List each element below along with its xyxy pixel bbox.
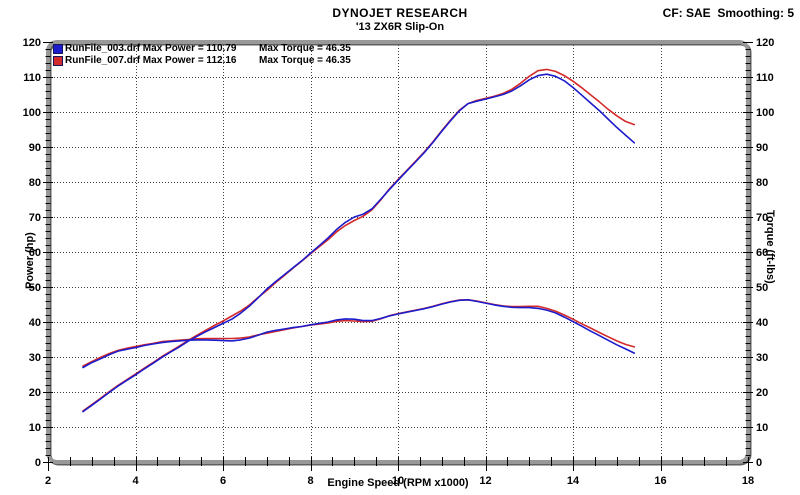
torque-axis-label: Torque (ft-lbs): [764, 210, 776, 284]
legend: RunFile_003.drf Max Power = 110.79 Max T…: [53, 43, 351, 67]
torque-tick-label: 0: [756, 457, 762, 469]
legend-run007-torque-text: Max Torque = 46.35: [259, 55, 351, 66]
legend-row-run007[interactable]: RunFile_007.drf Max Power = 112.16 Max T…: [53, 55, 351, 66]
rpm-axis-label: Engine Speed (RPM x1000): [327, 477, 469, 489]
run007-color-swatch: [53, 55, 63, 66]
dyno-curves: [82, 68, 636, 413]
torque-tick-label: 50: [756, 282, 768, 294]
rpm-tick-label: 10: [392, 475, 404, 487]
legend-row-run003[interactable]: RunFile_003.drf Max Power = 110.79 Max T…: [53, 43, 351, 54]
runfile-003-power-hp--curve: [82, 73, 636, 413]
power-tick-label: 20: [29, 387, 41, 399]
torque-tick-label: 20: [756, 387, 768, 399]
power-tick-label: 70: [29, 212, 41, 224]
correction-smoothing-note: CF: SAE Smoothing: 5: [662, 6, 794, 20]
chart-subtitle: '13 ZX6R Slip-On: [355, 21, 445, 33]
power-tick-label: 80: [29, 177, 41, 189]
power-tick-label: 10: [29, 422, 41, 434]
power-tick-label: 30: [29, 352, 41, 364]
power-tick-label: 90: [29, 142, 41, 154]
torque-tick-label: 40: [756, 317, 768, 329]
torque-tick-label: 60: [756, 247, 768, 259]
tick-labels: 0 0 10 10 20 20 30 30 40 40 50 50 60 60 70 70 80 80 90 90 10…: [23, 37, 775, 487]
power-tick-label: 60: [29, 247, 41, 259]
torque-tick-label: 110: [756, 72, 774, 84]
rpm-tick-label: 2: [45, 475, 51, 487]
runfile-003-torque-ft-lbs--curve: [82, 298, 636, 369]
power-tick-label: 40: [29, 317, 41, 329]
rpm-tick-label: 4: [132, 475, 139, 487]
chart-title: DYNOJET RESEARCH: [332, 6, 468, 20]
rpm-tick-label: 16: [654, 475, 666, 487]
legend-run003-power-text: RunFile_003.drf Max Power = 110.79: [65, 43, 237, 54]
torque-tick-label: 120: [756, 37, 774, 49]
power-tick-label: 0: [35, 457, 41, 469]
power-tick-label: 120: [23, 37, 41, 49]
torque-tick-label: 10: [756, 422, 768, 434]
gridlines: [48, 42, 748, 462]
torque-tick-label: 100: [756, 107, 774, 119]
legend-run003-torque-text: Max Torque = 46.35: [259, 43, 351, 54]
power-tick-label: 110: [23, 72, 41, 84]
power-axis-label: Power (hp): [24, 232, 36, 289]
torque-tick-label: 70: [756, 212, 768, 224]
rpm-tick-label: 12: [479, 475, 491, 487]
rpm-tick-label: 6: [220, 475, 226, 487]
power-tick-label: 100: [23, 107, 41, 119]
torque-tick-label: 30: [756, 352, 768, 364]
axis-ticks: [43, 42, 753, 471]
run003-color-swatch: [53, 43, 63, 54]
rpm-tick-label: 14: [567, 475, 580, 487]
rpm-tick-label: 8: [307, 475, 313, 487]
torque-tick-label: 90: [756, 142, 768, 154]
power-tick-label: 50: [29, 282, 41, 294]
rpm-tick-label: 18: [742, 475, 754, 487]
torque-tick-label: 80: [756, 177, 768, 189]
legend-run007-power-text: RunFile_007.drf Max Power = 112.16: [65, 55, 237, 66]
